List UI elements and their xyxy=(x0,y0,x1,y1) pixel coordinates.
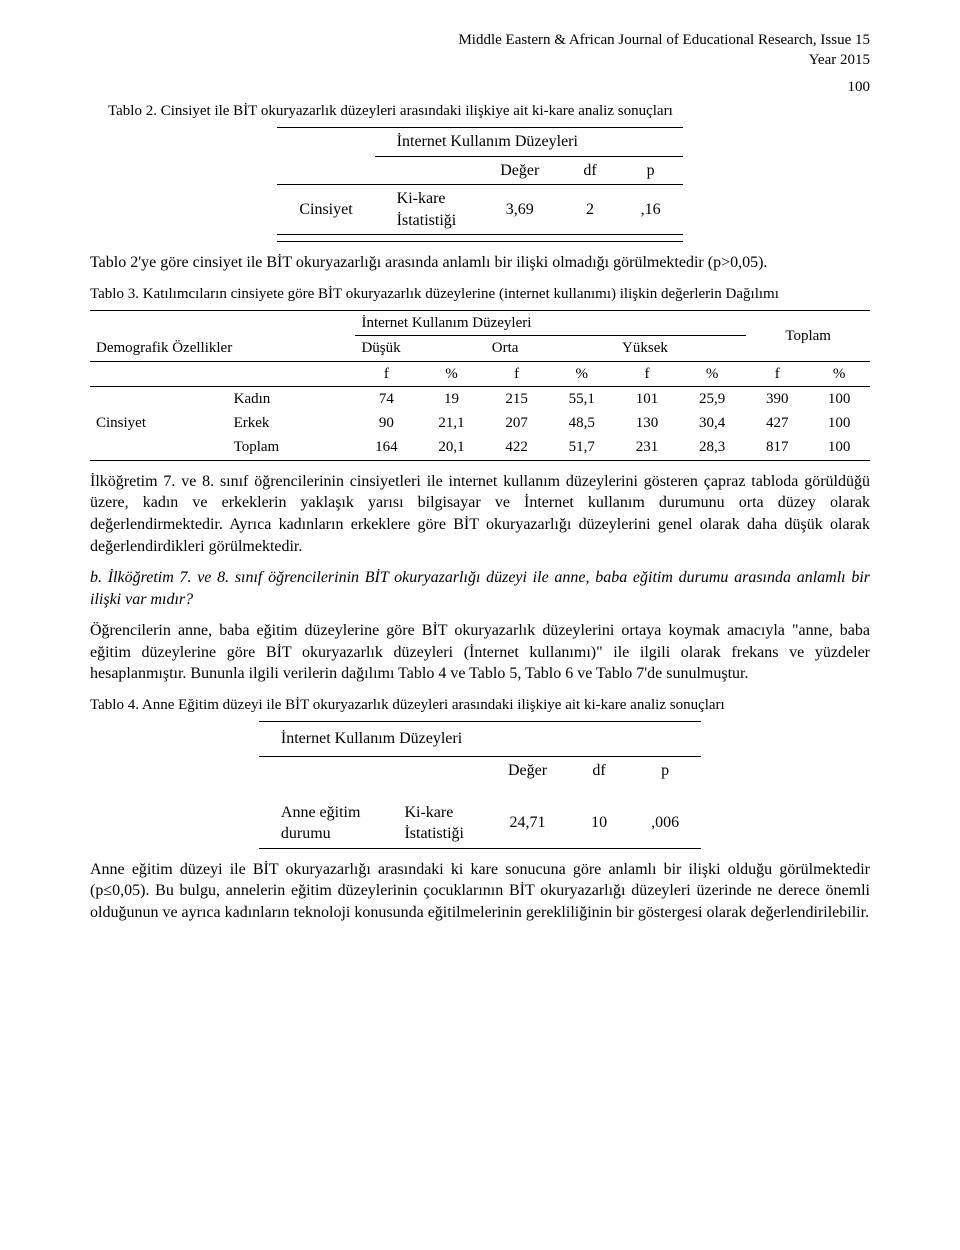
para-1: Tablo 2'ye göre cinsiyet ile BİT okuryaz… xyxy=(90,252,870,274)
tablo2-col-deger: Değer xyxy=(478,156,561,185)
journal-line-2: Year 2015 xyxy=(809,52,870,68)
tablo3-toplam-header: Toplam xyxy=(746,311,870,362)
tablo2-col-df: df xyxy=(561,156,618,185)
tablo4-group-header: İnternet Kullanım Düzeyleri xyxy=(259,722,701,757)
tablo2-row-label: Cinsiyet xyxy=(277,185,374,235)
tablo2-df: 2 xyxy=(561,185,618,235)
tablo3-demog-label: Demografik Özellikler xyxy=(90,311,355,362)
tablo2-caption: Tablo 2. Cinsiyet ile BİT okuryazarlık d… xyxy=(90,101,870,121)
table-row-label: Kadın xyxy=(228,386,356,411)
tablo4-caption: Tablo 4. Anne Eğitim düzeyi ile BİT okur… xyxy=(90,695,870,715)
page: Middle Eastern & African Journal of Educ… xyxy=(0,0,960,973)
tablo4-deger: 24,71 xyxy=(486,799,569,849)
tablo2-table: İnternet Kullanım Düzeyleri Değer df p C… xyxy=(277,127,682,242)
tablo2-group-header: İnternet Kullanım Düzeyleri xyxy=(375,128,683,157)
journal-line-1: Middle Eastern & African Journal of Educ… xyxy=(458,32,870,48)
tablo4-col-p: p xyxy=(629,756,701,784)
para-2: İlköğretim 7. ve 8. sınıf öğrencilerinin… xyxy=(90,471,870,557)
tablo4-stat-label: Ki-kare İstatistiği xyxy=(382,799,486,849)
tablo3-group-header: İnternet Kullanım Düzeyleri xyxy=(355,311,746,336)
para-3: b. İlköğretim 7. ve 8. sınıf öğrencileri… xyxy=(90,567,870,610)
tablo2-deger: 3,69 xyxy=(478,185,561,235)
tablo4-row-label: Anne eğitim durumu xyxy=(259,799,383,849)
table-row-label: Erkek xyxy=(228,411,356,435)
tablo3-yuksek: Yüksek xyxy=(616,336,746,361)
journal-header: Middle Eastern & African Journal of Educ… xyxy=(90,30,870,71)
page-number: 100 xyxy=(90,77,870,97)
tablo3-caption: Tablo 3. Katılımcıların cinsiyete göre B… xyxy=(90,284,870,304)
tablo4-df: 10 xyxy=(569,799,629,849)
para-5: Anne eğitim düzeyi ile BİT okuryazarlığı… xyxy=(90,859,870,924)
tablo2-p: ,16 xyxy=(619,185,683,235)
tablo2-stat-label: Ki-kare İstatistiği xyxy=(375,185,479,235)
tablo4-col-df: df xyxy=(569,756,629,784)
tablo3-group-label: Cinsiyet xyxy=(90,386,228,460)
tablo3-dusuk: Düşük xyxy=(355,336,485,361)
tablo3-orta: Orta xyxy=(486,336,616,361)
tablo4-table: İnternet Kullanım Düzeyleri Değer df p A… xyxy=(259,721,701,848)
tablo3-table: Demografik Özellikler İnternet Kullanım … xyxy=(90,310,870,461)
table-row-label: Toplam xyxy=(228,435,356,460)
para-4: Öğrencilerin anne, baba eğitim düzeyleri… xyxy=(90,620,870,685)
tablo4-p: ,006 xyxy=(629,799,701,849)
tablo4-col-deger: Değer xyxy=(486,756,569,784)
tablo2-col-p: p xyxy=(619,156,683,185)
